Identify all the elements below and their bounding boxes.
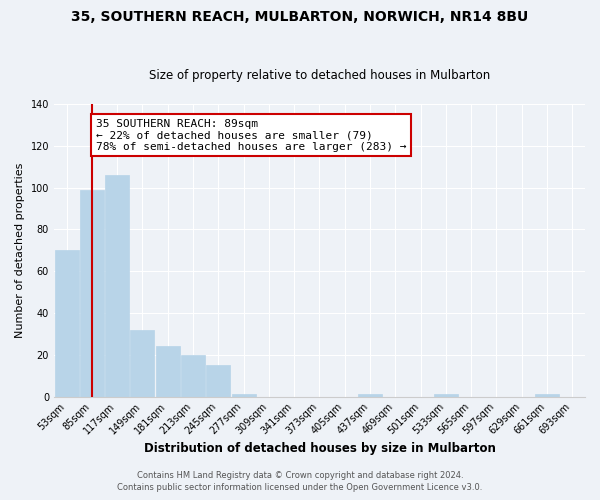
Bar (535, 394, 559, 396)
Bar (434, 394, 458, 396)
Bar (55, 250, 79, 396)
Bar (105, 175, 129, 396)
Bar (358, 394, 382, 396)
Bar (130, 330, 154, 396)
Title: Size of property relative to detached houses in Mulbarton: Size of property relative to detached ho… (149, 69, 490, 82)
Bar (206, 365, 230, 396)
Y-axis label: Number of detached properties: Number of detached properties (15, 162, 25, 338)
X-axis label: Distribution of detached houses by size in Mulbarton: Distribution of detached houses by size … (143, 442, 496, 455)
Bar (181, 355, 205, 397)
Text: 35, SOUTHERN REACH, MULBARTON, NORWICH, NR14 8BU: 35, SOUTHERN REACH, MULBARTON, NORWICH, … (71, 10, 529, 24)
Bar (232, 394, 256, 396)
Bar (156, 346, 180, 397)
Text: 35 SOUTHERN REACH: 89sqm
← 22% of detached houses are smaller (79)
78% of semi-d: 35 SOUTHERN REACH: 89sqm ← 22% of detach… (95, 118, 406, 152)
Text: Contains HM Land Registry data © Crown copyright and database right 2024.
Contai: Contains HM Land Registry data © Crown c… (118, 471, 482, 492)
Bar (80, 190, 104, 396)
